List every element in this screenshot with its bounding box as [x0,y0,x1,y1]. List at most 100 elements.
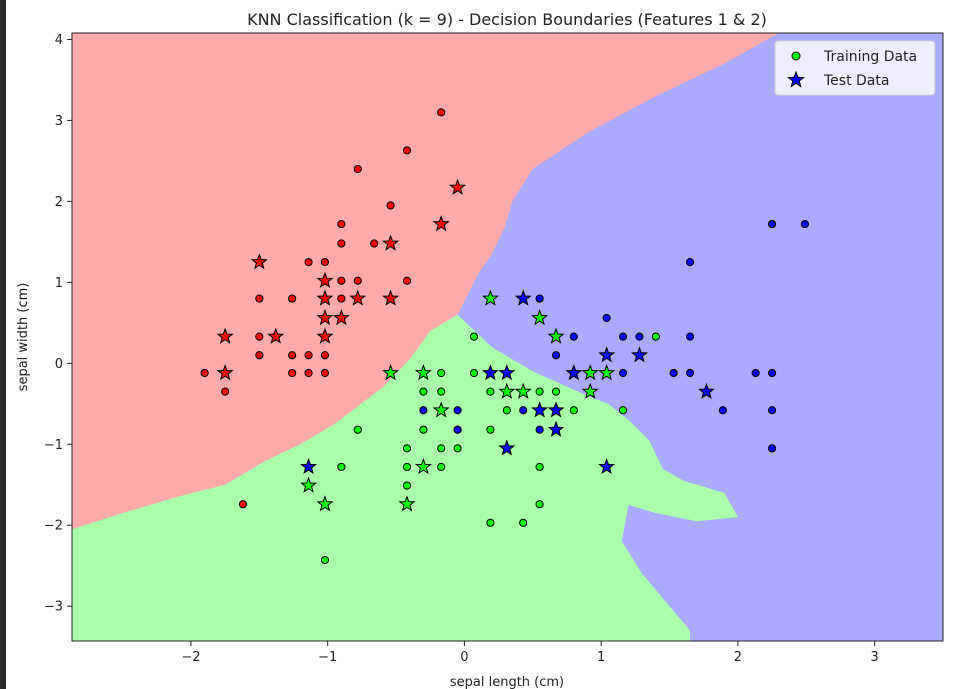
test-point [316,271,334,288]
training-point [337,276,346,285]
training-point [221,387,230,396]
region-class-1 [72,314,738,641]
x-axis-label: sepal length (cm) [450,675,564,689]
training-point [402,146,412,155]
training-point [437,462,446,472]
training-point [370,239,379,248]
y-tick-label: 2 [55,195,63,210]
test-point [250,253,268,270]
legend-training-label: Training Data [823,49,917,65]
test-point [300,458,318,475]
training-point [519,406,528,415]
test-point [449,178,467,195]
training-point [751,368,760,378]
training-point [353,164,362,174]
training-point [288,368,297,378]
training-point [767,444,777,453]
training-point [685,258,695,267]
training-point [618,406,628,415]
training-point [618,368,628,378]
training-point [618,332,628,341]
test-point [398,495,416,512]
training-point [685,332,695,341]
training-point [320,351,330,360]
y-axis-ticks: −3 −2 −1 0 1 2 3 4 [44,33,72,615]
training-point [320,258,330,267]
test-point [547,327,565,344]
plot-frame [71,32,944,642]
training-point [453,406,462,415]
y-axis-label: sepal width (cm) [16,283,31,392]
window-edge [0,0,6,689]
training-point [255,351,264,360]
training-point [551,351,561,360]
training-point [669,368,678,378]
x-tick-label: −2 [181,650,200,665]
test-point [697,382,715,399]
training-point [337,294,346,303]
legend-test-marker [787,70,805,88]
test-point [547,401,565,418]
training-point [337,219,346,229]
training-point [535,425,544,434]
test-point [216,327,234,344]
decision-regions [72,33,943,641]
training-point [304,258,313,267]
training-point [453,444,462,453]
training-point [535,462,544,472]
test-point [382,289,400,306]
training-point [402,444,412,453]
test-point [598,458,616,475]
training-point [718,406,727,415]
test-point [581,364,599,381]
test-point [498,364,516,381]
training-point [437,368,446,378]
training-point [486,387,495,396]
test-point [300,476,318,493]
test-point [498,382,516,399]
training-point [651,332,660,341]
training-point [685,368,695,378]
test-point [316,495,334,512]
test-point [531,401,549,418]
chart-title: KNN Classification (k = 9) - Decision Bo… [247,10,767,29]
test-point [481,289,499,306]
test-point [432,401,450,418]
test-point [598,346,616,363]
training-point [635,332,644,341]
test-point [216,364,234,381]
training-point [469,332,479,341]
training-point [419,387,428,396]
y-tick-label: −2 [44,519,63,534]
training-point [353,276,362,285]
training-point [288,351,297,360]
training-point [320,555,330,565]
training-point [502,406,511,415]
legend-test-label: Test Data [823,73,889,89]
training-point [337,239,346,248]
region-class-0 [72,33,779,530]
test-point [316,309,334,326]
test-point [598,364,616,381]
training-point [304,351,313,360]
training-point [569,332,578,341]
test-point [316,289,334,306]
test-point [349,289,367,306]
test-point [481,364,499,381]
training-point [402,276,412,285]
legend-training-marker [791,51,801,61]
test-point [565,364,583,381]
test-point [630,346,648,363]
x-tick-label: −1 [318,650,337,665]
data-points [200,108,809,565]
training-point [453,425,462,434]
y-tick-label: −1 [44,438,63,453]
training-point [288,294,297,303]
test-point [316,327,334,344]
test-point [382,234,400,251]
training-point [519,518,528,527]
x-tick-label: 1 [597,650,605,665]
training-point [569,406,578,415]
test-point [432,215,450,232]
